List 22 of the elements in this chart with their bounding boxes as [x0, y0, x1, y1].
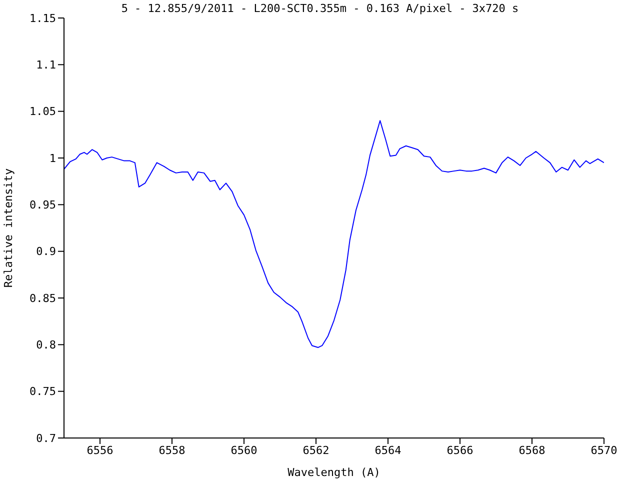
x-tick-label: 6562	[302, 444, 330, 457]
y-tick-label: 0.9	[36, 245, 56, 258]
y-tick-label: 1.1	[36, 58, 56, 72]
line-series	[64, 120, 604, 348]
y-axis-title: Relative intensity	[2, 168, 15, 288]
y-tick-label: 0.7	[36, 432, 56, 445]
x-tick-label: 6570	[590, 444, 618, 457]
y-tick-label: 0.75	[30, 385, 56, 398]
x-tick-label: 6568	[518, 444, 546, 457]
chart-title: 5 - 12.855/9/2011 - L200-SCT0.355m - 0.163 A/pixel - 3x720 s	[121, 2, 519, 15]
y-tick-label: 1.15	[30, 12, 56, 25]
x-tick-label: 6564	[374, 444, 402, 457]
y-tick-label: 0.8	[36, 338, 56, 352]
y-tick-label: 0.95	[30, 198, 56, 212]
y-tick-label: 0.85	[30, 292, 56, 305]
x-tick-label: 6556	[86, 444, 114, 457]
x-tick-label: 6566	[446, 444, 474, 457]
x-axis-title: Wavelength (A)	[288, 466, 380, 479]
x-tick-label: 6560	[230, 444, 258, 457]
y-tick-label: 1.05	[30, 105, 56, 118]
x-tick-label: 6558	[158, 444, 186, 457]
y-tick-label: 1	[49, 152, 56, 165]
